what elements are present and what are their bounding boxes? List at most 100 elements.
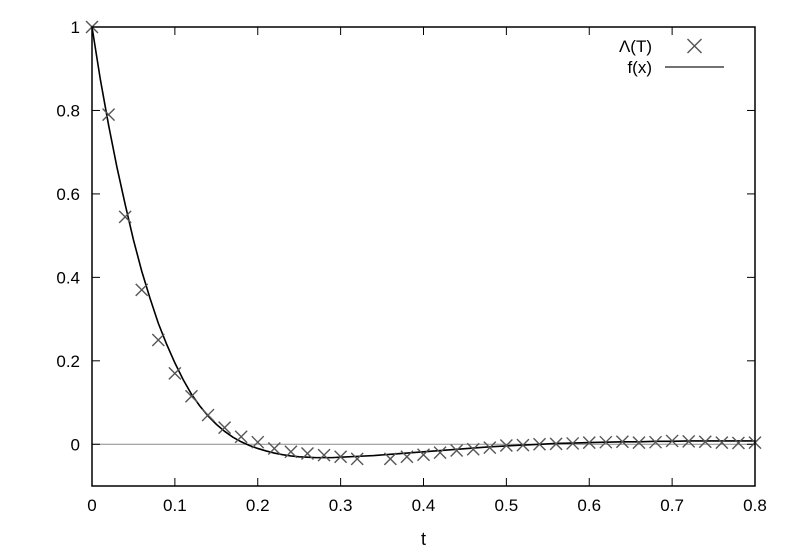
data-point bbox=[218, 421, 232, 435]
data-point bbox=[135, 283, 149, 297]
marker-x-stroke bbox=[715, 436, 729, 450]
legend-label: Λ(T) bbox=[619, 37, 652, 56]
x-tick-label: 0.7 bbox=[660, 496, 684, 515]
marker-x-stroke bbox=[135, 283, 149, 297]
marker-x-stroke bbox=[549, 437, 563, 451]
legend: Λ(T) f(x) bbox=[619, 37, 724, 77]
marker-x-stroke bbox=[350, 452, 364, 466]
data-point bbox=[715, 436, 729, 450]
marker-x-stroke bbox=[433, 446, 447, 460]
fit-curve-line bbox=[91, 26, 755, 459]
marker-x-stroke bbox=[284, 445, 298, 459]
marker-x-stroke bbox=[334, 450, 348, 464]
marker-x-stroke bbox=[533, 437, 547, 451]
data-point bbox=[682, 434, 696, 448]
y-tick-label: 0.4 bbox=[56, 268, 80, 287]
marker-x-stroke bbox=[682, 434, 696, 448]
data-point bbox=[102, 108, 116, 122]
data-point bbox=[649, 435, 663, 449]
marker-x-stroke bbox=[251, 435, 265, 449]
y-tick-label: 1 bbox=[71, 18, 80, 37]
legend-item: Λ(T) bbox=[619, 37, 702, 56]
marker-x-stroke bbox=[201, 408, 215, 422]
data-point bbox=[533, 437, 547, 451]
x-tick-label: 0 bbox=[87, 496, 96, 515]
marker-x-stroke bbox=[499, 439, 513, 453]
data-point bbox=[234, 430, 248, 444]
data-point bbox=[417, 448, 430, 462]
x-tick-label: 0.4 bbox=[412, 496, 436, 515]
data-point bbox=[433, 446, 447, 460]
x-tick-label: 0.5 bbox=[495, 496, 519, 515]
data-point bbox=[599, 435, 613, 449]
marker-x-stroke bbox=[649, 435, 663, 449]
marker-x-stroke bbox=[218, 421, 232, 435]
data-point bbox=[549, 437, 563, 451]
marker-x-stroke bbox=[317, 448, 331, 462]
marker-x-stroke bbox=[483, 441, 497, 455]
data-point bbox=[665, 434, 679, 448]
data-point bbox=[334, 450, 348, 464]
data-point bbox=[499, 439, 513, 453]
data-point bbox=[168, 366, 182, 380]
data-point bbox=[698, 435, 712, 449]
tick-marks-layer bbox=[91, 26, 756, 486]
y-tick-label: 0.6 bbox=[56, 185, 80, 204]
data-point bbox=[118, 210, 132, 224]
data-point bbox=[267, 441, 281, 455]
marker-x-stroke bbox=[417, 448, 430, 462]
marker-x-stroke bbox=[516, 438, 530, 452]
marker-x-stroke bbox=[665, 434, 679, 448]
data-point bbox=[450, 444, 464, 458]
marker-x-stroke bbox=[102, 108, 116, 122]
marker-x-stroke bbox=[731, 436, 745, 450]
data-point bbox=[615, 435, 629, 449]
y-tick-label: 0.8 bbox=[56, 101, 80, 120]
legend-label: f(x) bbox=[627, 58, 652, 77]
marker-x-stroke bbox=[450, 444, 464, 458]
data-point bbox=[317, 448, 331, 462]
tick-labels-layer: 0 0.1 0.2 0.3 0.4 0.5 0.6 0.7 0.8 0 0.2 0.4 0.6 0.8 1 bbox=[56, 18, 766, 515]
data-point bbox=[201, 408, 215, 422]
x-axis-title: t bbox=[421, 529, 426, 549]
data-point bbox=[632, 436, 646, 450]
marker-x-stroke bbox=[566, 436, 580, 450]
marker-x-stroke bbox=[383, 452, 397, 466]
data-point bbox=[731, 436, 745, 450]
data-point bbox=[350, 452, 364, 466]
marker-x-stroke bbox=[184, 389, 198, 403]
marker-x-stroke bbox=[687, 38, 702, 54]
data-point bbox=[483, 441, 497, 455]
marker-x-stroke bbox=[151, 333, 165, 347]
legend-item: f(x) bbox=[627, 58, 724, 77]
marker-x-stroke bbox=[466, 442, 480, 456]
marker-x-stroke bbox=[599, 435, 613, 449]
data-point bbox=[151, 333, 165, 347]
x-tick-label: 0.1 bbox=[163, 496, 187, 515]
x-tick-label: 0.8 bbox=[743, 496, 767, 515]
marker-x-stroke bbox=[582, 436, 596, 450]
data-point bbox=[466, 442, 480, 456]
y-tick-label: 0 bbox=[71, 435, 80, 454]
legend-marker bbox=[687, 38, 702, 54]
series-layer bbox=[85, 20, 762, 466]
data-point bbox=[400, 450, 414, 464]
data-point bbox=[300, 446, 314, 460]
data-point bbox=[284, 445, 298, 459]
y-tick-label: 0.2 bbox=[56, 352, 80, 371]
data-point bbox=[383, 452, 397, 466]
marker-x-stroke bbox=[300, 446, 314, 460]
x-tick-label: 0.2 bbox=[246, 496, 270, 515]
marker-x-stroke bbox=[118, 210, 132, 224]
data-point bbox=[516, 438, 530, 452]
data-point bbox=[566, 436, 580, 450]
data-point bbox=[582, 436, 596, 450]
marker-x-stroke bbox=[234, 430, 248, 444]
x-tick-label: 0.6 bbox=[577, 496, 601, 515]
marker-x-stroke bbox=[632, 436, 646, 450]
marker-x-stroke bbox=[168, 366, 182, 380]
marker-x-stroke bbox=[400, 450, 414, 464]
marker-x-stroke bbox=[698, 435, 712, 449]
